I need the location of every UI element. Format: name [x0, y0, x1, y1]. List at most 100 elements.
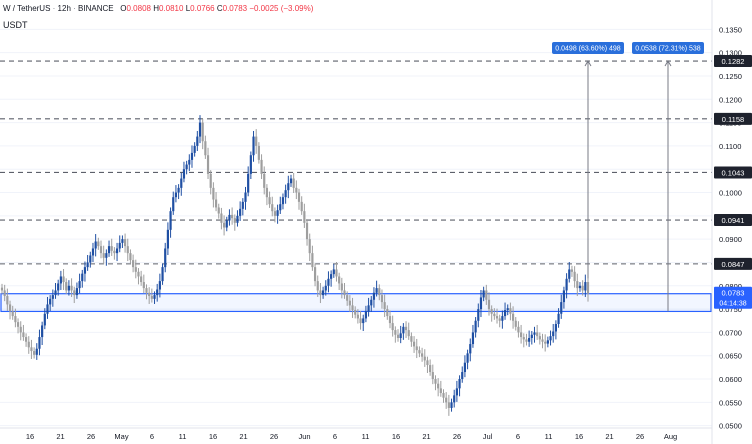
candle-114 [305, 219, 309, 246]
candle-187 [501, 310, 504, 329]
candle-body [180, 178, 183, 188]
price-axis[interactable]: 0.13500.13000.12500.12000.11500.11000.10… [711, 0, 752, 444]
candle-body [3, 290, 6, 297]
candle-140 [375, 280, 378, 297]
symbol-name[interactable]: W / TetherUS [3, 4, 51, 13]
candle-89 [239, 201, 242, 221]
price-tick-9: 0.0900 [719, 235, 742, 244]
time-tick-15: Jul [483, 432, 493, 441]
candle-80 [214, 192, 218, 212]
candle-body [271, 204, 274, 212]
candle-181 [485, 284, 488, 305]
candle-87 [233, 214, 236, 231]
measure-arrow-1 [664, 60, 672, 67]
candle-217 [581, 280, 584, 296]
candle-59 [158, 273, 161, 298]
candle-154 [412, 336, 416, 353]
candle-body [546, 340, 549, 344]
time-tick-14: 26 [453, 432, 461, 441]
candle-50 [134, 259, 137, 279]
candle-body [217, 207, 220, 214]
support-zone[interactable] [0, 293, 712, 313]
close-value: 0.0783 [222, 4, 248, 13]
candle-185 [495, 308, 499, 324]
candle-34 [91, 242, 95, 263]
candle-body [268, 197, 271, 205]
candle-body [375, 288, 378, 293]
measure-lines[interactable]: 0.0498 (63.60%) 498 0.0538 (72.31%) 538 [552, 42, 704, 312]
candle-149 [399, 325, 402, 344]
candle-193 [517, 321, 520, 338]
candle-7 [19, 321, 22, 341]
measure-tag-bg-1[interactable] [632, 42, 704, 55]
candle-175 [469, 338, 472, 362]
candle-204 [546, 336, 549, 348]
candle-body [57, 283, 60, 291]
candle-body [471, 332, 475, 345]
interval[interactable]: 12h [57, 4, 71, 13]
candle-body [437, 383, 440, 389]
candle-47 [126, 238, 129, 262]
candle-188 [503, 302, 507, 320]
candle-211 [565, 273, 568, 299]
candle-body [161, 267, 164, 282]
close-label: C [216, 4, 223, 13]
candles [0, 115, 590, 416]
candle-body [477, 309, 480, 321]
zone-box[interactable] [0, 293, 712, 313]
candle-161 [431, 364, 434, 385]
candle-body [35, 348, 38, 355]
candle-26 [70, 278, 73, 297]
candle-99 [265, 184, 269, 206]
candle-199 [533, 326, 536, 343]
time-axis[interactable]: 16 21 26 May 6 11 16 21 26 Jun 6 11 16 21 26 Jul 6 11 16 21… [0, 427, 712, 441]
candle-195 [522, 333, 525, 348]
time-tick-3: May [114, 432, 128, 441]
candle-body [338, 276, 341, 284]
candle-body [530, 334, 533, 339]
candle-body [172, 197, 175, 212]
level-badge-1 [714, 112, 752, 125]
candle-body [517, 326, 520, 333]
candle-body [8, 304, 12, 312]
candle-171 [458, 375, 461, 397]
current-price-badge[interactable] [714, 286, 752, 309]
candle-95 [255, 129, 258, 154]
candle-body [533, 332, 536, 335]
candle-body [396, 334, 400, 339]
candle-body [105, 253, 108, 258]
candle-174 [466, 349, 469, 370]
candle-151 [404, 321, 408, 339]
measure-tag-bg-0[interactable] [552, 42, 624, 55]
candle-body [364, 311, 368, 319]
candle-129 [346, 291, 349, 306]
candle-189 [506, 304, 509, 316]
candle-body [536, 332, 539, 337]
time-tick-10: 6 [333, 432, 337, 441]
candle-201 [538, 332, 541, 345]
candle-body [426, 360, 429, 366]
candle-88 [236, 210, 239, 227]
candle-body [520, 332, 523, 338]
candle-49 [132, 254, 135, 273]
candle-52 [140, 270, 143, 286]
candle-body [554, 324, 557, 332]
candle-144 [386, 305, 389, 320]
candle-41 [110, 238, 113, 256]
candle-64 [172, 191, 175, 215]
candle-53 [142, 274, 145, 294]
candle-body [581, 285, 584, 291]
candle-82 [220, 207, 223, 230]
candle-172 [461, 366, 464, 383]
candle-31 [83, 261, 87, 282]
candle-153 [410, 332, 413, 347]
level-badge-4 [714, 257, 752, 270]
candle-body [188, 159, 191, 165]
candle-208 [557, 308, 560, 328]
candle-196 [525, 333, 528, 346]
candle-67 [180, 172, 183, 196]
candle-202 [541, 333, 544, 349]
change-value: −0.0025 (−3.09%) [249, 4, 314, 13]
candle-body [62, 276, 65, 283]
